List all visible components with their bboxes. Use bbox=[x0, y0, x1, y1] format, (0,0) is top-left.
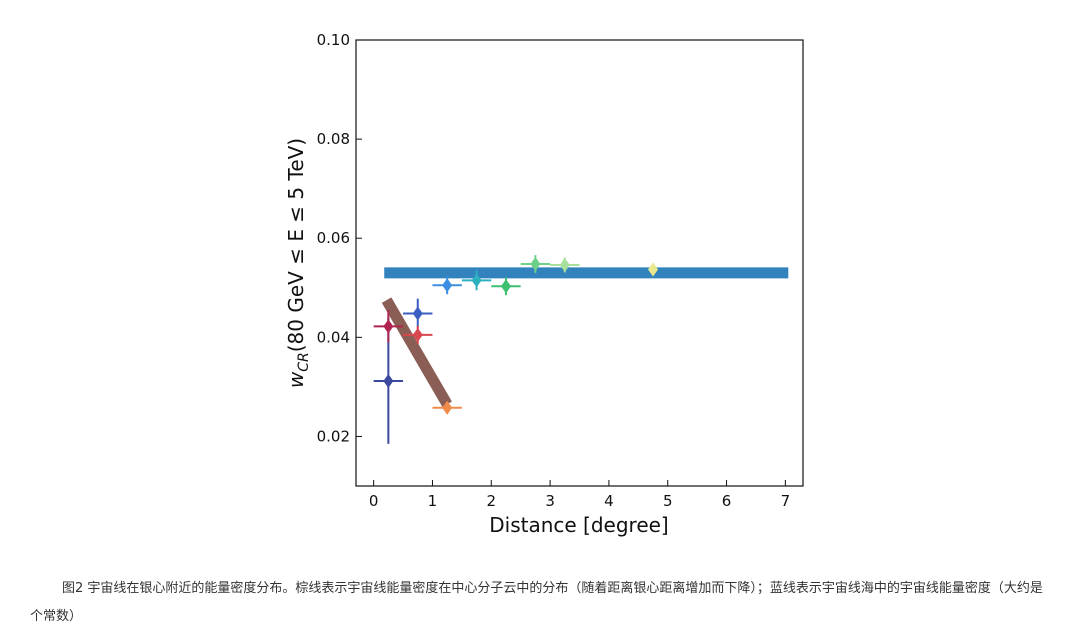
diamond-marker bbox=[442, 278, 453, 293]
data-point bbox=[432, 276, 462, 295]
x-tick-label: 4 bbox=[604, 492, 614, 510]
data-point bbox=[550, 257, 580, 273]
data-point bbox=[520, 255, 551, 273]
x-tick-label: 0 bbox=[369, 492, 379, 510]
diamond-marker bbox=[383, 319, 394, 334]
plot-frame bbox=[355, 39, 804, 487]
diamond-marker bbox=[559, 257, 570, 272]
y-tick-label: 0.10 bbox=[317, 31, 350, 49]
diamond-marker bbox=[471, 273, 482, 288]
diamond-marker bbox=[412, 327, 423, 342]
x-tick-label: 5 bbox=[663, 492, 673, 510]
data-point bbox=[403, 298, 433, 329]
y-axis-title: wCR(80 GeV ≤ E ≤ 5 TeV) bbox=[284, 138, 312, 388]
x-tick-label: 2 bbox=[487, 492, 497, 510]
data-point bbox=[491, 277, 521, 296]
data-point bbox=[461, 270, 492, 291]
x-tick-label: 6 bbox=[722, 492, 732, 510]
diamond-marker bbox=[383, 373, 394, 388]
x-tick-label: 1 bbox=[428, 492, 438, 510]
axis-ticks: 0 1 2 3 4 5 6 7 0.02 0.04 0.06 0.08 0.10 bbox=[317, 31, 791, 510]
data-point bbox=[373, 310, 404, 343]
y-tick-label: 0.02 bbox=[317, 427, 350, 445]
diamond-marker bbox=[530, 256, 541, 271]
molecular-cloud-line bbox=[381, 297, 452, 408]
y-axis-title-rest: (80 GeV ≤ E ≤ 5 TeV) bbox=[284, 138, 308, 352]
figure-caption: 图2 宇宙线在银心附近的能量密度分布。棕线表示宇宙线能量密度在中心分子云中的分布… bbox=[30, 581, 1043, 624]
y-axis-title-sub: CR bbox=[296, 352, 312, 372]
y-tick-label: 0.08 bbox=[317, 130, 350, 148]
y-axis-title-main: w bbox=[284, 371, 308, 388]
y-tick-label: 0.06 bbox=[317, 229, 350, 247]
diamond-marker bbox=[412, 306, 423, 321]
data-point bbox=[432, 400, 462, 415]
diamond-marker bbox=[648, 262, 659, 277]
diamond-marker bbox=[500, 279, 511, 294]
x-tick-label: 3 bbox=[545, 492, 555, 510]
diamond-marker bbox=[442, 400, 453, 415]
data-point bbox=[648, 262, 659, 277]
x-axis-title: Distance [degree] bbox=[489, 513, 669, 537]
x-tick-label: 7 bbox=[781, 492, 791, 510]
data-point bbox=[403, 325, 433, 344]
plot-layer bbox=[373, 255, 789, 444]
y-tick-label: 0.04 bbox=[317, 328, 350, 346]
